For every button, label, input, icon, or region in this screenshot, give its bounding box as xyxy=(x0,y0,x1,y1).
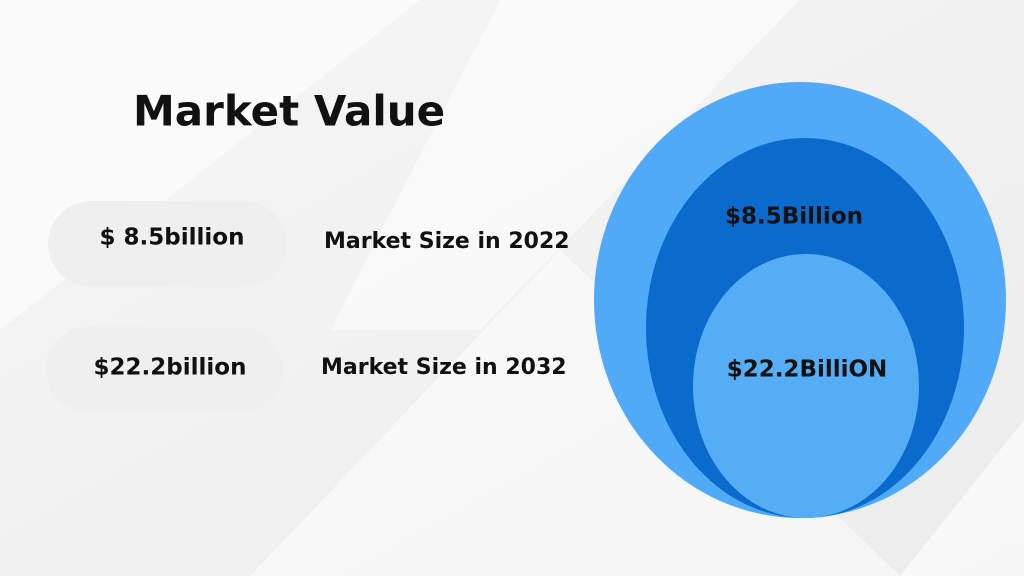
title: Market Value xyxy=(133,87,445,136)
bg-shape xyxy=(900,420,1024,576)
item-label: Market Size in 2032 xyxy=(321,355,567,380)
inner-circle xyxy=(693,254,919,518)
bg-shape xyxy=(330,0,800,330)
circle-label: $8.5Billion xyxy=(725,204,863,230)
circle-label: $22.2BilliON xyxy=(727,357,888,383)
item-label: Market Size in 2022 xyxy=(324,229,570,254)
pill xyxy=(48,201,287,287)
pill xyxy=(46,327,283,412)
pill-value: $22.2billion xyxy=(94,355,247,381)
pill-value: $ 8.5billion xyxy=(100,225,245,251)
